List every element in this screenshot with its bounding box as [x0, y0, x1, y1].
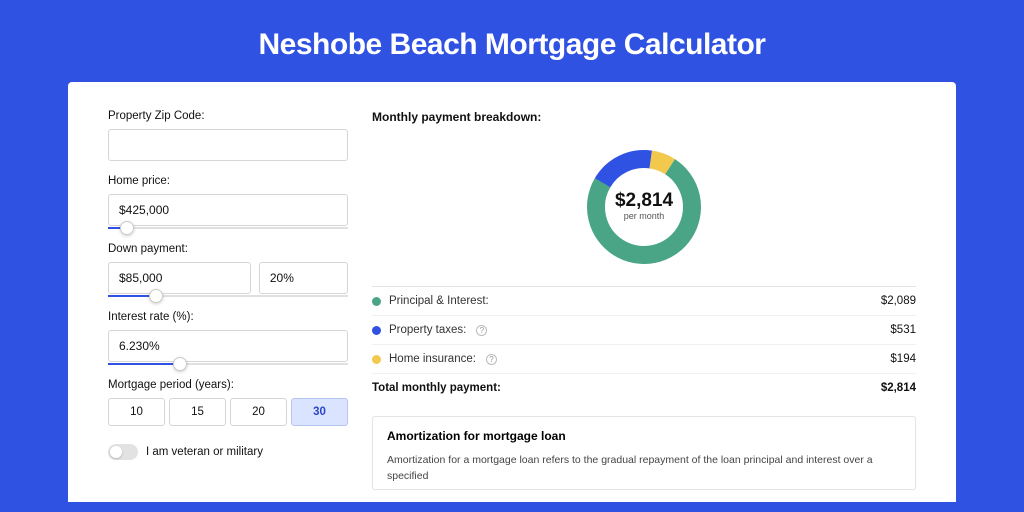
donut-center-value: $2,814 — [615, 190, 674, 211]
down-payment-pct-input[interactable] — [259, 262, 348, 294]
veteran-row: I am veteran or military — [108, 444, 348, 460]
legend-dot — [372, 355, 381, 364]
home-price-field-group: Home price: — [108, 175, 348, 229]
period-btn-10[interactable]: 10 — [108, 398, 165, 426]
period-label: Mortgage period (years): — [108, 379, 348, 391]
interest-input[interactable] — [108, 330, 348, 362]
period-field-group: Mortgage period (years): 10152030 — [108, 379, 348, 426]
info-icon[interactable]: ? — [486, 354, 497, 365]
period-btn-15[interactable]: 15 — [169, 398, 226, 426]
donut-chart-wrap: $2,814 per month — [372, 134, 916, 286]
total-value: $2,814 — [881, 382, 916, 394]
donut-chart: $2,814 per month — [579, 142, 709, 272]
legend-label: Property taxes: — [389, 324, 466, 336]
down-payment-input[interactable] — [108, 262, 251, 294]
calculator-card: Property Zip Code: Home price: Down paym… — [68, 82, 956, 502]
amortization-text: Amortization for a mortgage loan refers … — [387, 453, 901, 485]
down-payment-label: Down payment: — [108, 243, 348, 255]
legend-value: $194 — [890, 353, 916, 365]
veteran-label: I am veteran or military — [146, 446, 263, 458]
home-price-slider[interactable] — [108, 227, 348, 229]
interest-slider[interactable] — [108, 363, 348, 365]
total-label: Total monthly payment: — [372, 382, 501, 394]
period-btn-30[interactable]: 30 — [291, 398, 348, 426]
breakdown-column: Monthly payment breakdown: $2,814 per mo… — [372, 110, 916, 474]
home-price-label: Home price: — [108, 175, 348, 187]
legend-row-2: Home insurance:? $194 — [372, 344, 916, 373]
down-payment-field-group: Down payment: — [108, 243, 348, 297]
home-price-input[interactable] — [108, 194, 348, 226]
toggle-knob — [110, 446, 122, 458]
legend-value: $531 — [890, 324, 916, 336]
legend-dot — [372, 297, 381, 306]
amortization-title: Amortization for mortgage loan — [387, 429, 901, 443]
down-payment-slider[interactable] — [108, 295, 348, 297]
legend-row-0: Principal & Interest: $2,089 — [372, 286, 916, 315]
legend-value: $2,089 — [881, 295, 916, 307]
interest-label: Interest rate (%): — [108, 311, 348, 323]
info-icon[interactable]: ? — [476, 325, 487, 336]
breakdown-title: Monthly payment breakdown: — [372, 110, 916, 124]
legend-dot — [372, 326, 381, 335]
interest-field-group: Interest rate (%): — [108, 311, 348, 365]
zip-label: Property Zip Code: — [108, 110, 348, 122]
zip-input[interactable] — [108, 129, 348, 161]
period-buttons: 10152030 — [108, 398, 348, 426]
amortization-box: Amortization for mortgage loan Amortizat… — [372, 416, 916, 490]
zip-field-group: Property Zip Code: — [108, 110, 348, 161]
legend-label: Home insurance: — [389, 353, 476, 365]
total-row: Total monthly payment: $2,814 — [372, 373, 916, 402]
page-title: Neshobe Beach Mortgage Calculator — [0, 0, 1024, 82]
period-btn-20[interactable]: 20 — [230, 398, 287, 426]
legend: Principal & Interest: $2,089 Property taxe… — [372, 286, 916, 373]
inputs-column: Property Zip Code: Home price: Down paym… — [108, 110, 348, 474]
legend-row-1: Property taxes:? $531 — [372, 315, 916, 344]
donut-center-sub: per month — [624, 211, 665, 221]
legend-label: Principal & Interest: — [389, 295, 489, 307]
veteran-toggle[interactable] — [108, 444, 138, 460]
